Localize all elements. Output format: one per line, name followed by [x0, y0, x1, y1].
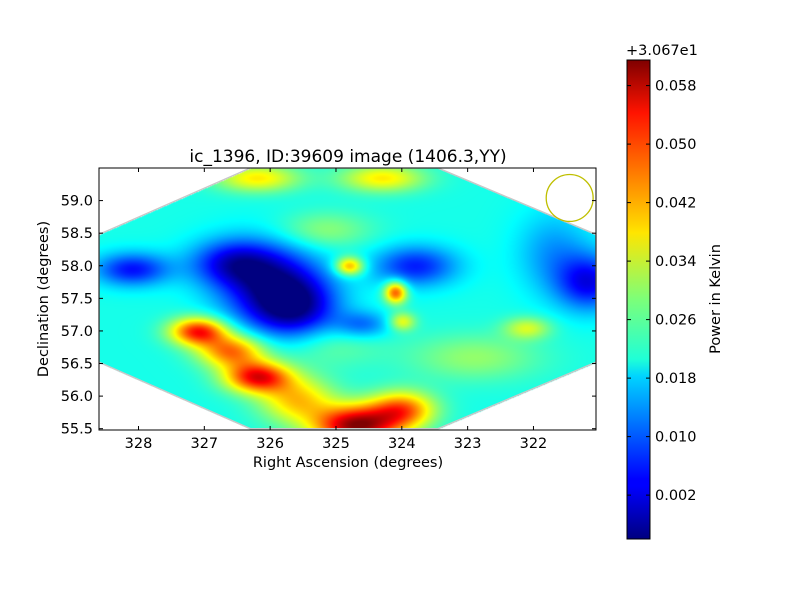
y-axis-ticks: 55.5 56.0 56.5 57.0 57.5 58.0 58.5 59.0 [61, 194, 596, 438]
colorbar-tick-label: 0.034 [655, 254, 697, 270]
y-tick-label: 56.5 [61, 357, 93, 373]
colorbar [626, 59, 651, 540]
y-tick-label: 56.0 [61, 389, 93, 405]
x-tick-label: 326 [256, 436, 284, 452]
colorbar-offset-text: +3.067e1 [626, 43, 698, 59]
x-axis-label: Right Ascension (degrees) [253, 455, 443, 471]
footprint-outline [99, 168, 596, 430]
y-tick-label: 59.0 [61, 194, 93, 210]
colorbar-label: Power in Kelvin [708, 244, 724, 354]
colorbar-tick-label: 0.058 [655, 79, 697, 95]
beam-circle [545, 173, 594, 223]
y-tick-label: 58.0 [61, 259, 93, 275]
chart-title: ic_1396, ID:39609 image (1406.3,YY) [189, 147, 506, 167]
heatmap-image [99, 168, 596, 430]
colorbar-ticks: 0.002 0.010 0.018 0.026 0.034 0.042 0.050 0.058 [627, 79, 697, 504]
colorbar-tick-label: 0.018 [655, 371, 697, 387]
x-tick-label: 327 [190, 436, 218, 452]
x-axis-ticks: 328 327 326 325 324 323 322 [125, 168, 548, 452]
y-tick-label: 58.5 [61, 226, 93, 242]
x-tick-label: 322 [520, 436, 548, 452]
colorbar-tick-label: 0.050 [655, 137, 697, 153]
colorbar-tick-label: 0.042 [655, 196, 697, 212]
plot-frame [98, 167, 597, 431]
x-tick-label: 324 [388, 436, 416, 452]
x-tick-label: 325 [322, 436, 350, 452]
y-tick-label: 57.5 [61, 291, 93, 307]
y-tick-label: 57.0 [61, 324, 93, 340]
y-tick-label: 55.5 [61, 422, 93, 438]
x-tick-label: 328 [125, 436, 153, 452]
colorbar-tick-label: 0.010 [655, 430, 697, 446]
y-axis-label: Declination (degrees) [36, 221, 52, 377]
colorbar-tick-label: 0.026 [655, 313, 697, 329]
x-tick-label: 323 [454, 436, 482, 452]
colorbar-tick-label: 0.002 [655, 488, 697, 504]
